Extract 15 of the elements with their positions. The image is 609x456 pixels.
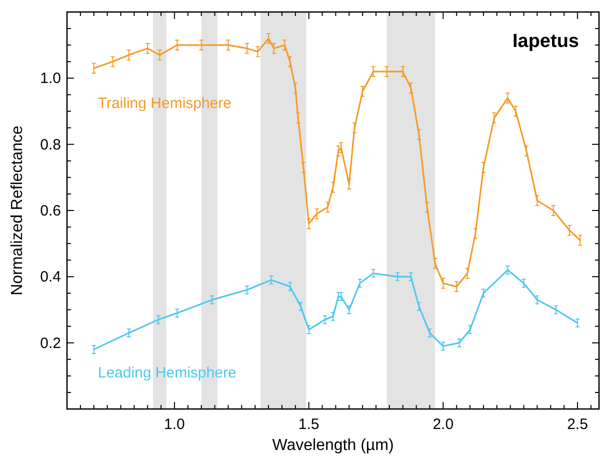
y-tick-label: 0.2 [40,334,61,352]
x-axis-title: Wavelength (µm) [272,437,394,454]
y-tick-label: 0.4 [40,268,61,286]
x-tick-label: 2.0 [432,416,454,433]
text: Iapetus [512,31,579,52]
series-label: Leading Hemisphere [98,364,236,382]
x-tick-label: 2.5 [567,416,588,433]
y-tick-label: 0.8 [40,136,61,154]
y-tick-label: 0.6 [40,202,61,220]
x-tick-label: 1.0 [164,416,185,433]
y-axis-title: Normalized Reflectance [9,125,26,296]
x-tick-label: 1.5 [298,416,320,433]
series-label: Trailing Hemisphere [98,95,232,112]
line-series [93,269,578,350]
y-tick-label: 1.0 [40,70,61,88]
